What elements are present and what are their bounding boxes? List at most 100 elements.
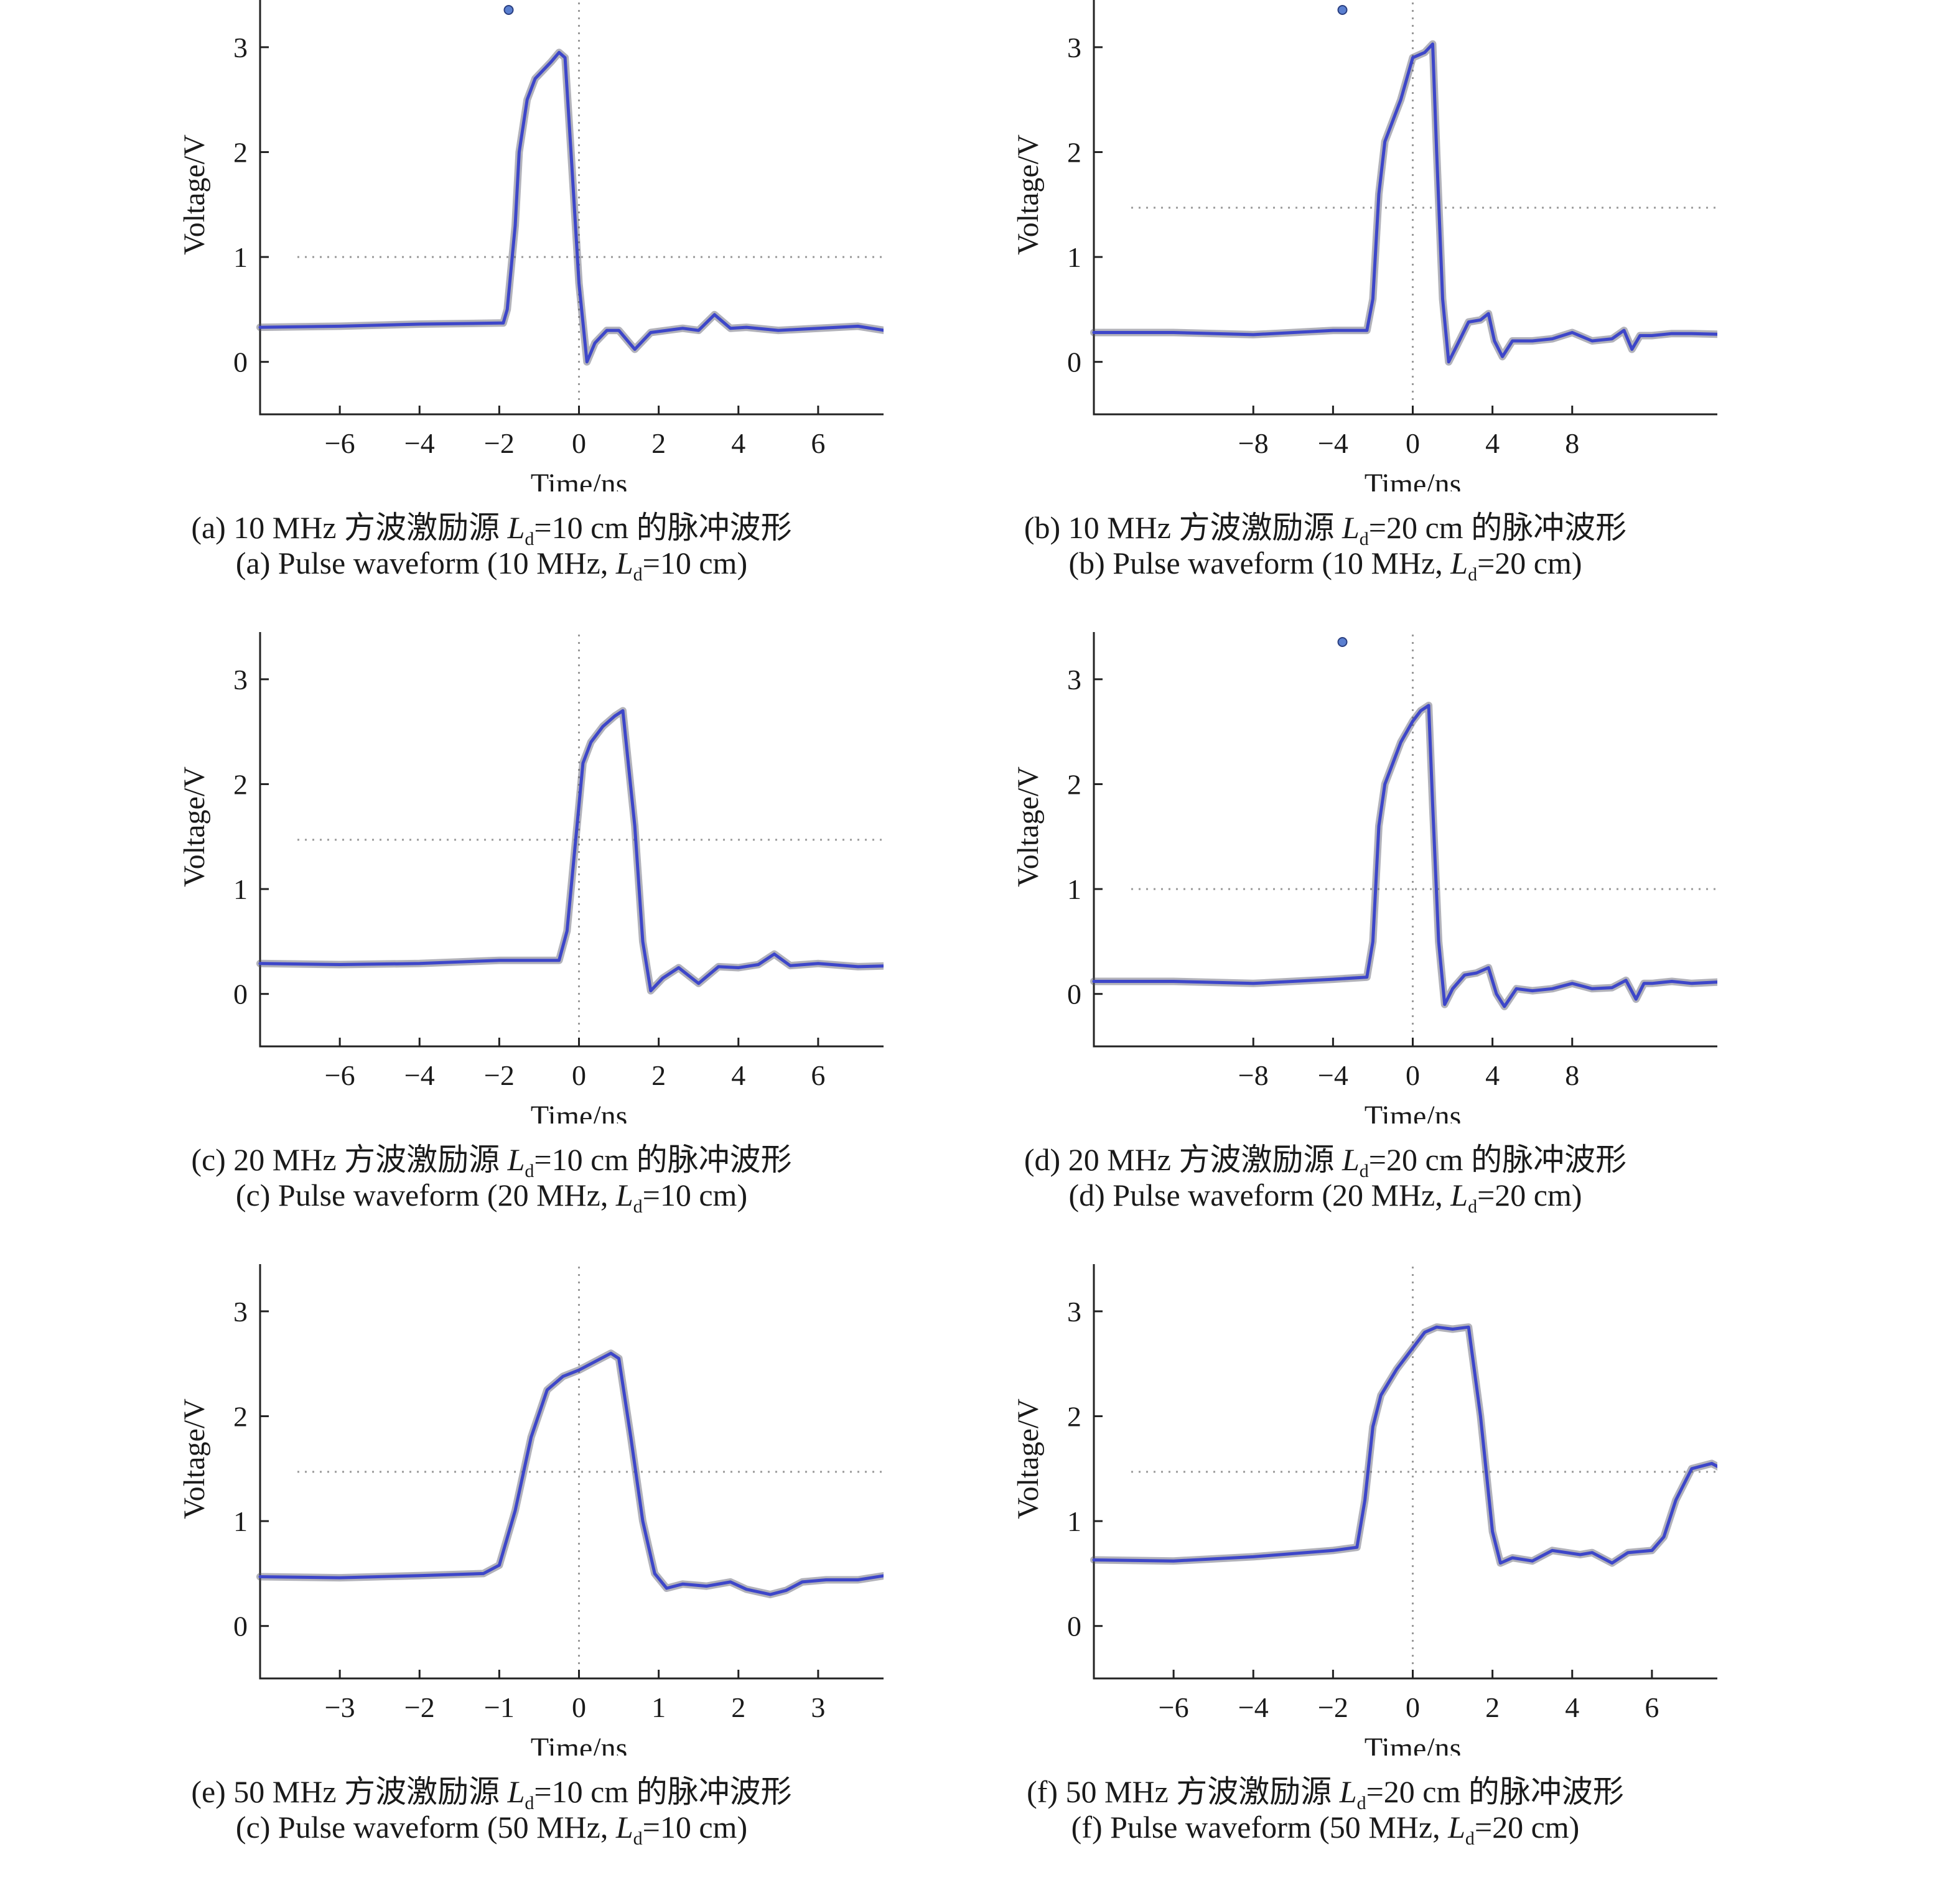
x-tick-label: −4 [404,427,435,459]
x-axis-title: Time/ns [1365,468,1462,491]
waveform-series [258,1351,884,1596]
y-tick-label: 1 [233,241,248,273]
y-tick-label: 3 [1067,664,1081,696]
caption-chinese-suffix: =20 cm 的脉冲波形 [1366,1774,1624,1809]
x-tick-label: 0 [1406,427,1420,459]
caption-chinese: (e) 50 MHz 方波激励源 Ld=10 cm 的脉冲波形 [100,1767,884,1814]
caption-subscript: d [1356,1793,1366,1813]
caption-symbol-main: L [1448,1810,1465,1845]
caption-symbol-main: L [615,1810,633,1845]
waveform-halo [1090,1323,1717,1567]
x-axis-title: Time/ns [1365,1100,1462,1124]
x-tick-label: 2 [651,1059,666,1091]
chart-svg-d: 0 1 2 3 −8 −4 0 4 8 Time/ns Voltage/V [1012,632,1717,1124]
caption-chinese-prefix: (e) 50 MHz 方波激励源 [191,1774,508,1809]
caption-english-prefix: (d) Pulse waveform (20 MHz, [1068,1178,1451,1212]
caption-english: (f) Pulse waveform (50 MHz, Ld=20 cm) [933,1809,1717,1850]
caption-subscript: d [525,1161,534,1181]
caption-subscript: d [633,564,643,585]
waveform-series [258,50,884,364]
x-tick-label: −6 [1159,1692,1189,1723]
caption-symbol-main: L [615,1178,633,1212]
caption-symbol-main: L [1342,1142,1360,1177]
x-tick-label: −6 [325,1059,355,1091]
x-axis-title: Time/ns [531,1100,628,1124]
trigger-marker-icon [503,5,514,15]
caption-symbol: L [1340,1774,1357,1809]
caption-subscript: d [1359,529,1369,549]
caption-english-prefix: (c) Pulse waveform (50 MHz, [235,1810,616,1845]
axes-frame [1093,632,1717,1048]
y-tick-label: 2 [1067,1400,1081,1432]
x-tick-label: 4 [731,1059,745,1091]
x-tick-label: −4 [1318,427,1348,459]
x-tick-label: 8 [1565,427,1579,459]
waveform-series [258,709,884,993]
axes-frame [259,1264,884,1680]
x-tick-label: 8 [1565,1059,1579,1091]
x-tick-label: 4 [1565,1692,1579,1723]
caption-english-suffix: =10 cm) [642,546,748,580]
caption-english-prefix: (c) Pulse waveform (20 MHz, [235,1178,616,1212]
axes-frame [1093,1264,1717,1680]
trigger-marker-icon [1337,5,1348,15]
caption-subscript: d [633,1828,643,1849]
chart-panel-e: 0 1 2 3 −3 −2 −1 0 1 2 3 Time/ns Voltage/V (e) 50 MHz… [100,1264,884,1880]
caption-subscript: d [1465,1828,1475,1849]
y-axis-title: Voltage/V [1012,766,1045,887]
x-tick-label: 0 [572,1059,586,1091]
caption-symbol: L [1342,1142,1360,1177]
y-tick-label: 3 [233,32,248,63]
trigger-marker-icon [1337,637,1348,647]
x-tick-label: −2 [404,1692,435,1723]
chart-panel-b: 0 1 2 3 −8 −4 0 4 8 Time/ns Voltage/V (b) 10 MHz 方波… [933,0,1717,616]
axes-frame [1093,0,1717,416]
caption-chinese-prefix: (b) 10 MHz 方波激励源 [1024,510,1342,545]
waveform-series [1092,704,1717,1008]
x-axis-title: Time/ns [531,468,628,491]
caption-english-suffix: =20 cm) [1477,546,1582,580]
waveform-halo [1090,702,1717,1010]
chart-svg-f: 0 1 2 3 −6 −4 −2 0 2 4 6 Time/ns Voltage/V [1012,1264,1717,1756]
x-tick-label: −2 [1318,1692,1348,1723]
x-tick-label: 2 [1485,1692,1500,1723]
caption-english-suffix: =10 cm) [642,1178,748,1212]
x-tick-label: 2 [731,1692,745,1723]
caption-symbol: L [1342,510,1360,545]
x-tick-label: 1 [651,1692,666,1723]
x-tick-label: 0 [572,1692,586,1723]
y-tick-label: 3 [233,664,248,696]
x-tick-label: −1 [484,1692,515,1723]
caption-chinese-prefix: (d) 20 MHz 方波激励源 [1024,1142,1342,1177]
caption-chinese-suffix: =10 cm 的脉冲波形 [534,1142,792,1177]
caption-english-prefix: (b) Pulse waveform (10 MHz, [1068,546,1451,580]
caption-english: (c) Pulse waveform (20 MHz, Ld=10 cm) [100,1177,884,1217]
caption-symbol-main: L [615,546,633,580]
caption-chinese: (f) 50 MHz 方波激励源 Ld=20 cm 的脉冲波形 [933,1767,1717,1814]
caption-chinese: (c) 20 MHz 方波激励源 Ld=10 cm 的脉冲波形 [100,1135,884,1182]
caption-symbol-main: L [1339,1774,1357,1809]
caption-subscript: d [525,1793,534,1813]
x-axis-title: Time/ns [1365,1732,1462,1756]
y-axis-title: Voltage/V [178,1398,211,1519]
y-tick-label: 2 [233,136,248,168]
x-tick-label: −4 [1238,1692,1269,1723]
caption-symbol-main: L [507,510,525,545]
chart-panel-f: 0 1 2 3 −6 −4 −2 0 2 4 6 Time/ns Voltage/V (f) 50 MHz… [933,1264,1717,1880]
caption-symbol-main: L [1450,546,1468,580]
y-tick-label: 2 [1067,136,1081,168]
caption-symbol-main: L [507,1774,525,1809]
x-tick-label: −2 [484,427,515,459]
y-tick-label: 3 [233,1296,248,1328]
x-tick-label: −4 [1318,1059,1348,1091]
y-axis-title: Voltage/V [1012,134,1045,255]
chart-svg-e: 0 1 2 3 −3 −2 −1 0 1 2 3 Time/ns Voltage/V [178,1264,884,1756]
x-tick-label: 2 [651,427,666,459]
caption-english-suffix: =10 cm) [642,1810,748,1845]
waveform-halo [256,1349,884,1599]
caption-symbol: L [1450,546,1468,580]
x-tick-label: 4 [1485,1059,1500,1091]
caption-subscript: d [1359,1161,1369,1181]
chart-panel-a: 0 1 2 3 −6 −4 −2 0 2 4 6 Time/ns Voltage/V (a) 10 MHz… [100,0,884,616]
x-tick-label: 0 [1406,1692,1420,1723]
